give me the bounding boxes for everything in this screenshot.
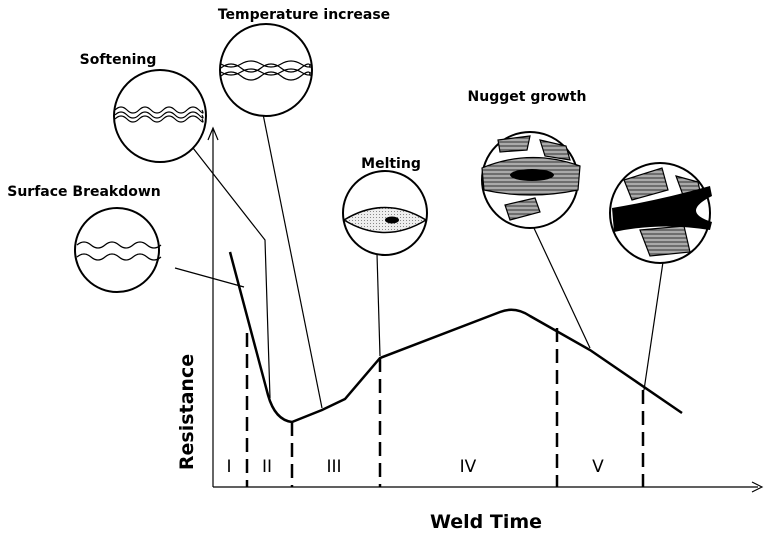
stage-label: III [326, 457, 341, 477]
stage-label: II [262, 457, 272, 477]
callout-cooling [609, 162, 712, 264]
callout-softening [113, 69, 207, 163]
callout-surface-breakdown [74, 207, 162, 293]
stage-label: IV [460, 457, 477, 477]
callout-nugget-growth [481, 131, 581, 229]
stage-label: I [226, 457, 231, 477]
callout-label: Surface Breakdown [7, 184, 161, 200]
callout-temperature [219, 23, 313, 117]
axes [207, 126, 764, 493]
leader-lines [174, 113, 664, 409]
callout-label: Softening [80, 52, 157, 68]
callout-label: Melting [361, 156, 421, 172]
callout-label: Temperature increase [218, 7, 390, 23]
stage-dividers [245, 328, 645, 487]
stage-label: V [592, 457, 604, 477]
x-axis-label: Weld Time [430, 511, 542, 533]
callout-label: Nugget growth [468, 89, 587, 105]
y-axis-label: Resistance [176, 354, 198, 470]
resistance-curve [228, 251, 683, 424]
callout-melting [342, 170, 428, 256]
